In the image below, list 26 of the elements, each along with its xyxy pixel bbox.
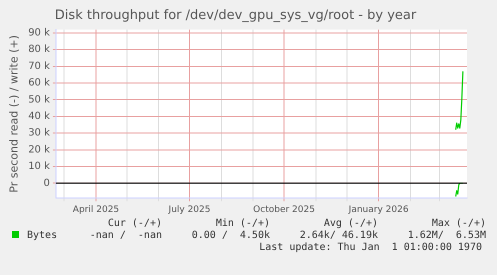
y-tick-label: 50 k: [28, 94, 50, 106]
text: Avg (-/+): [322, 218, 378, 230]
text: -nan / -nan: [88, 230, 162, 242]
text: 0.00 / 4.50k: [190, 230, 270, 242]
y-tick-label: 0: [44, 178, 50, 189]
chart-title: Disk throughput for /dev/dev_gpu_sys_vg/root - by year: [54, 8, 417, 24]
y-tick-label: 10 k: [28, 161, 50, 172]
text: Last update: Thu Jan 1 01:00:00 1970: [258, 242, 483, 254]
y-tick-label: 60 k: [28, 78, 50, 89]
y-tick-label: 90 k: [28, 28, 50, 39]
y-tick-label: 40 k: [28, 111, 50, 122]
x-tick-label: April 2025: [72, 204, 120, 215]
y-tick-label: 20 k: [28, 144, 50, 156]
text: 1.62M/ 6.53M: [406, 230, 486, 242]
text: Max (-/+): [430, 218, 486, 230]
text: 2.64k/ 46.19k: [298, 230, 378, 242]
x-tick-label: January 2026: [348, 204, 409, 215]
legend-label: Bytes: [26, 230, 58, 241]
y-tick-label: 80 k: [28, 44, 50, 56]
x-tick-label: October 2025: [253, 204, 315, 215]
y-tick-label: 30 k: [28, 128, 50, 139]
text: Cur (-/+): [106, 218, 162, 230]
y-tick-label: 70 k: [28, 60, 50, 72]
y-axis-title: Pr second read (-) / write (+): [7, 35, 20, 193]
text: Min (-/+): [214, 218, 270, 230]
x-tick-label: July 2025: [168, 204, 210, 215]
